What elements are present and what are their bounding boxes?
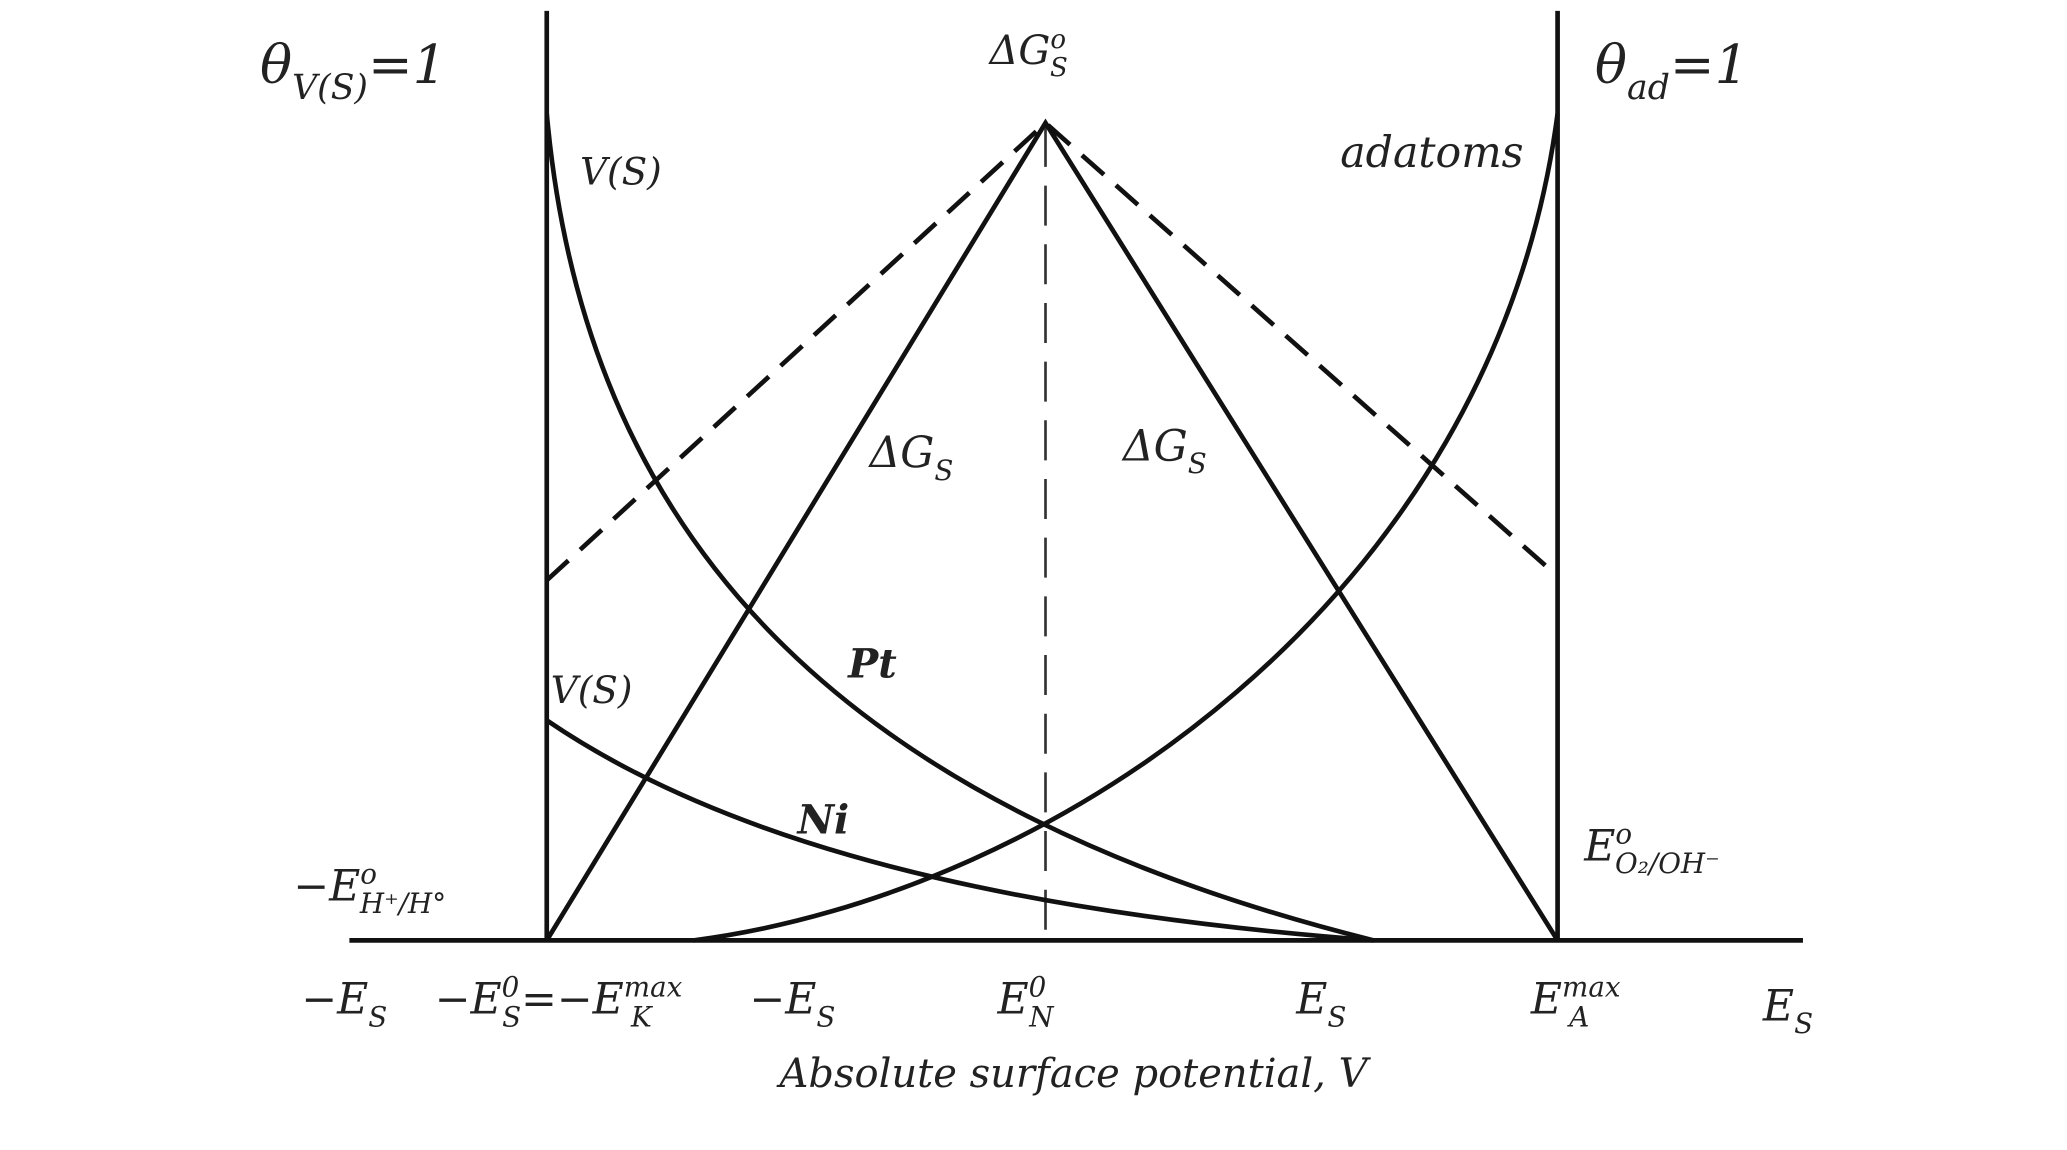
label-part: =1 xyxy=(368,33,447,96)
label: θad=1 xyxy=(1595,33,1749,108)
label: adatoms xyxy=(1340,128,1523,178)
label-part: H⁺/H° xyxy=(359,887,446,920)
label: θV(S)=1 xyxy=(260,33,447,108)
label-part: S xyxy=(816,1001,835,1034)
label: ΔGo S xyxy=(987,25,1067,83)
label-part: 0 xyxy=(502,971,520,1004)
label: ΔGS xyxy=(867,428,953,487)
label-part: S xyxy=(1050,53,1068,83)
label-part: o xyxy=(360,857,377,890)
label-part: ad xyxy=(1627,68,1670,108)
label-part: θ xyxy=(1595,33,1627,96)
label-part: θ xyxy=(260,33,292,96)
label: ES xyxy=(1762,981,1813,1040)
label: Emax A xyxy=(1530,971,1621,1034)
label: ΔGS xyxy=(1121,421,1207,480)
label-part: max xyxy=(1562,971,1621,1004)
label-part: ΔG xyxy=(987,28,1050,74)
label-part: S xyxy=(1794,1007,1813,1040)
label-part: adatoms xyxy=(1340,128,1523,178)
label-part: K xyxy=(630,1001,654,1034)
label-part: 0 xyxy=(1029,971,1047,1004)
adatom-curve xyxy=(693,113,1560,943)
label-part: A xyxy=(1566,1001,1589,1034)
label-part: O₂/OH⁻ xyxy=(1615,847,1720,880)
label-part: Pt xyxy=(847,641,897,688)
label-part: S xyxy=(1188,447,1207,480)
label: −ES xyxy=(749,975,835,1034)
label: V(S) xyxy=(551,668,633,712)
label-part: S xyxy=(934,454,953,487)
label: V(S) xyxy=(580,149,662,193)
pt-curve xyxy=(544,113,1375,943)
label: −Eo H⁺/H° xyxy=(293,857,446,920)
label-part: −E xyxy=(435,975,502,1025)
label-part: E xyxy=(996,975,1028,1025)
label-part: S xyxy=(1327,1001,1346,1034)
dashed-lines xyxy=(545,119,1560,583)
label: −ES xyxy=(301,975,387,1034)
label: ES xyxy=(1295,975,1346,1034)
label-part: =−E xyxy=(521,975,624,1025)
label: Pt xyxy=(847,641,897,688)
ni-curve xyxy=(545,718,1374,943)
label-part: V(S) xyxy=(580,149,662,193)
label-part: V(S) xyxy=(292,68,368,108)
label-part: −E xyxy=(301,975,368,1025)
label: E0 N xyxy=(996,971,1055,1034)
label: −E0 S=−Emax K xyxy=(435,971,683,1034)
label-part: −E xyxy=(293,861,360,911)
label-part: ΔG xyxy=(867,428,934,478)
label-part: E xyxy=(1295,975,1327,1025)
label: Eo O₂/OH⁻ xyxy=(1583,817,1719,880)
label-part: E xyxy=(1530,975,1562,1025)
label-part: ΔG xyxy=(1121,421,1188,471)
label-part: =1 xyxy=(1670,33,1749,96)
label-part: o xyxy=(1615,817,1632,850)
label-part: S xyxy=(368,1001,387,1034)
label-part: E xyxy=(1762,981,1794,1031)
delta-g-lines xyxy=(544,118,1560,942)
label-part: max xyxy=(624,971,683,1004)
label-part: o xyxy=(1050,25,1066,55)
label-part: Ni xyxy=(795,797,849,844)
label-part: −E xyxy=(749,975,816,1025)
label-part: N xyxy=(1028,1001,1055,1034)
label-part: V(S) xyxy=(551,668,633,712)
label: Ni xyxy=(795,797,849,844)
label-part: S xyxy=(502,1001,521,1034)
axis-title: Absolute surface potential, V xyxy=(776,1051,1372,1097)
label-part: E xyxy=(1583,821,1615,871)
